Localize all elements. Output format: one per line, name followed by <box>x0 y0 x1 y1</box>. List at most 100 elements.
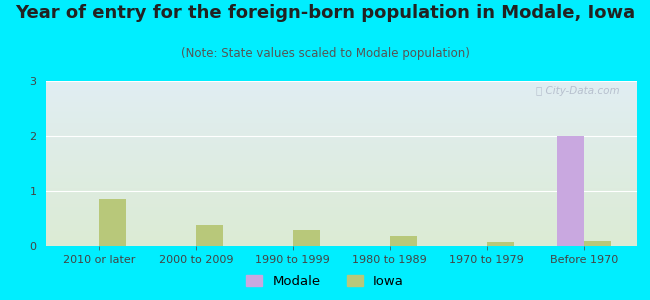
Bar <box>46 186 637 187</box>
Bar <box>46 206 637 207</box>
Bar <box>46 148 637 149</box>
Bar <box>46 234 637 235</box>
Bar <box>46 109 637 110</box>
Bar <box>46 245 637 246</box>
Bar <box>46 118 637 119</box>
Text: (Note: State values scaled to Modale population): (Note: State values scaled to Modale pop… <box>181 46 469 59</box>
Bar <box>46 238 637 239</box>
Bar <box>46 230 637 231</box>
Bar <box>46 199 637 200</box>
Bar <box>46 120 637 121</box>
Bar <box>196 225 223 246</box>
Bar <box>46 201 637 202</box>
Bar <box>584 241 611 246</box>
Bar <box>46 135 637 136</box>
Bar <box>556 136 584 246</box>
Bar <box>46 241 637 242</box>
Bar <box>46 180 637 181</box>
Bar <box>46 197 637 198</box>
Bar <box>46 235 637 236</box>
Bar <box>46 240 637 241</box>
Bar <box>46 200 637 201</box>
Bar <box>46 123 637 124</box>
Bar <box>46 231 637 232</box>
Bar <box>46 154 637 155</box>
Bar <box>46 135 637 136</box>
Bar <box>46 190 637 191</box>
Bar <box>46 229 637 230</box>
Bar <box>46 114 637 115</box>
Bar <box>46 221 637 222</box>
Bar <box>46 157 637 158</box>
Bar <box>46 227 637 228</box>
Bar <box>46 103 637 104</box>
Bar <box>46 81 637 82</box>
Bar <box>46 86 637 87</box>
Bar <box>46 130 637 131</box>
Bar <box>46 121 637 122</box>
Bar <box>46 101 637 102</box>
Bar <box>46 194 637 195</box>
Bar <box>46 163 637 164</box>
Bar <box>292 230 320 246</box>
Bar <box>46 128 637 129</box>
Bar <box>46 129 637 130</box>
Bar <box>46 192 637 193</box>
Bar <box>46 172 637 173</box>
Bar <box>46 243 637 244</box>
Bar <box>46 218 637 219</box>
Legend: Modale, Iowa: Modale, Iowa <box>240 270 410 293</box>
Bar <box>46 210 637 211</box>
Bar <box>46 142 637 143</box>
Bar <box>46 162 637 163</box>
Bar <box>46 188 637 189</box>
Bar <box>46 112 637 113</box>
Bar <box>46 122 637 123</box>
Bar <box>46 219 637 220</box>
Bar <box>46 179 637 180</box>
Bar <box>46 133 637 134</box>
Bar <box>46 104 637 105</box>
Bar <box>46 226 637 227</box>
Text: Ⓢ City-Data.com: Ⓢ City-Data.com <box>536 86 619 96</box>
Bar <box>46 187 637 188</box>
Bar <box>46 132 637 133</box>
Bar <box>46 237 637 238</box>
Bar <box>46 136 637 137</box>
Bar <box>46 116 637 117</box>
Bar <box>46 111 637 112</box>
Bar <box>46 196 637 197</box>
Bar <box>46 168 637 169</box>
Bar <box>46 140 637 141</box>
Bar <box>46 155 637 156</box>
Bar <box>46 124 637 125</box>
Bar <box>46 209 637 210</box>
Bar <box>46 159 637 160</box>
Bar <box>46 107 637 108</box>
Bar <box>46 108 637 109</box>
Bar <box>46 189 637 190</box>
Bar <box>46 207 637 208</box>
Bar <box>46 87 637 88</box>
Bar <box>46 92 637 93</box>
Bar <box>46 139 637 140</box>
Bar <box>46 215 637 216</box>
Bar <box>46 125 637 126</box>
Bar <box>46 110 637 111</box>
Bar <box>46 228 637 229</box>
Bar <box>46 160 637 161</box>
Bar <box>46 134 637 135</box>
Bar <box>46 95 637 96</box>
Bar <box>46 83 637 84</box>
Bar <box>46 117 637 118</box>
Bar <box>99 199 126 246</box>
Bar <box>46 99 637 100</box>
Bar <box>46 185 637 186</box>
Bar <box>46 166 637 167</box>
Bar <box>46 126 637 127</box>
Bar <box>46 244 637 245</box>
Bar <box>46 84 637 85</box>
Text: Year of entry for the foreign-born population in Modale, Iowa: Year of entry for the foreign-born popul… <box>15 4 635 22</box>
Bar <box>46 97 637 98</box>
Bar <box>46 213 637 214</box>
